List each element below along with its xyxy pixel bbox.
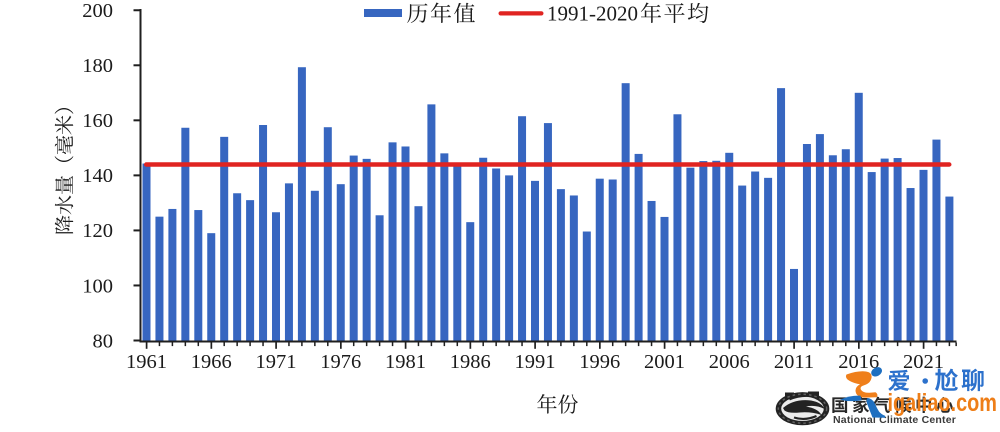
svg-text:1976: 1976 — [320, 351, 361, 373]
svg-text:1991-2020: 1991-2020 — [547, 2, 638, 26]
svg-text:2006: 2006 — [709, 351, 750, 373]
svg-text:1986: 1986 — [450, 351, 491, 373]
svg-text:1961: 1961 — [126, 351, 167, 373]
svg-text:1981: 1981 — [385, 351, 426, 373]
svg-text:120: 120 — [82, 220, 113, 242]
svg-text:140: 140 — [82, 165, 113, 187]
svg-text:1966: 1966 — [191, 351, 232, 373]
svg-text:2011: 2011 — [774, 351, 814, 373]
svg-text:180: 180 — [82, 55, 113, 77]
svg-text:100: 100 — [82, 275, 113, 297]
svg-text:160: 160 — [82, 110, 113, 132]
svg-text:National Climate Center: National Climate Center — [833, 414, 956, 426]
svg-text:2021: 2021 — [903, 351, 944, 373]
svg-text:80: 80 — [93, 330, 114, 352]
svg-text:2001: 2001 — [644, 351, 685, 373]
svg-text:2016: 2016 — [838, 351, 879, 373]
svg-text:1971: 1971 — [256, 351, 297, 373]
svg-text:igaliao.com: igaliao.com — [888, 389, 998, 417]
svg-text:200: 200 — [82, 0, 113, 22]
svg-text:1996: 1996 — [579, 351, 620, 373]
svg-text:1991: 1991 — [515, 351, 556, 373]
